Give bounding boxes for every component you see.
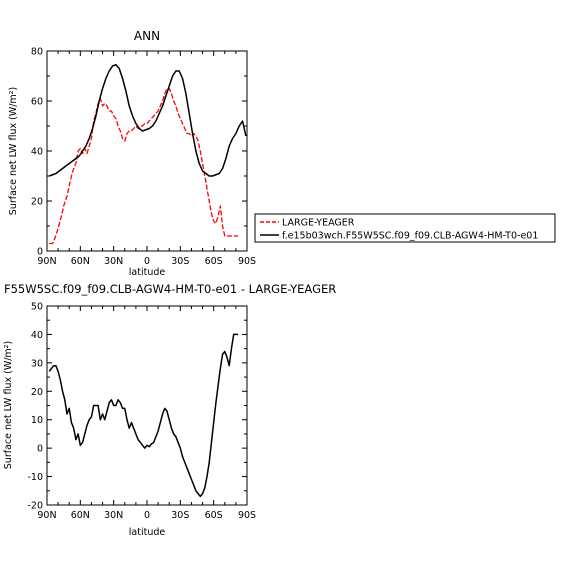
bottom-y-tick-label: 0 [37,444,43,455]
bottom-y-axis-label: Surface net LW flux (W/m²) [3,341,14,469]
top-x-tick-label: 30N [104,256,123,267]
legend-label-model: f.e15b03wch.F55W5SC.f09_f09.CLB-AGW4-HM-… [282,231,538,242]
top-y-tick-label: 0 [37,247,43,258]
top-x-tick-label: 90N [37,256,56,267]
legend-label-large-yeager: LARGE-YEAGER [282,218,355,229]
bottom-chart-title: F55W5SC.f09_f09.CLB-AGW4-HM-T0-e01 - LAR… [4,282,336,296]
top-y-tick-label: 80 [31,47,43,58]
bottom-x-tick-label: 90S [238,510,256,521]
top-x-tick-label: 0 [144,256,150,267]
top-x-tick-label: 60N [71,256,90,267]
bottom-y-tick-label: 10 [31,415,43,426]
bottom-x-tick-label: 30N [104,510,123,521]
bottom-x-tick-label: 90N [37,510,56,521]
top-y-tick-label: 40 [31,147,43,158]
top-plot-area: 90N 60N 30N 0 30S 60S 90S 0 20 40 60 80 [31,47,256,268]
top-chart-title: ANN [134,29,160,43]
top-x-tick-label: 90S [238,256,256,267]
bottom-x-tick-label: 60N [71,510,90,521]
top-x-tick-label: 30S [171,256,189,267]
top-x-tick-label: 60S [205,256,223,267]
top-panel: ANN Surface net LW flux (W/m²) latitude … [8,29,556,278]
bottom-plot-area: 90N 60N 30N 0 30S 60S 90S -20 -10 0 10 20 30 40 50 [27,302,256,522]
bottom-plot-frame [46,305,248,506]
top-y-tick-label: 60 [31,97,43,108]
bottom-y-tick-label: 40 [31,330,43,341]
bottom-x-tick-label: 60S [205,510,223,521]
bottom-y-tick-label: 30 [31,358,43,369]
bottom-x-tick-label: 30S [171,510,189,521]
bottom-x-tick-label: 0 [144,510,150,521]
bottom-x-axis-label: latitude [129,527,166,538]
top-x-axis-label: latitude [129,267,166,278]
top-y-tick-label: 20 [31,197,43,208]
bottom-y-tick-label: -20 [27,501,43,512]
bottom-y-tick-label: -10 [27,472,43,483]
bottom-series-line-0 [48,333,239,498]
top-series-line-1 [48,64,247,177]
bottom-panel: F55W5SC.f09_f09.CLB-AGW4-HM-T0-e01 - LAR… [3,282,336,538]
bottom-y-tick-label: 50 [31,302,43,313]
top-series-line-0 [49,87,239,245]
legend: LARGE-YEAGER f.e15b03wch.F55W5SC.f09_f09… [254,213,556,243]
legend-box [254,213,556,243]
top-y-axis-label: Surface net LW flux (W/m²) [8,87,19,215]
bottom-y-tick-label: 20 [31,387,43,398]
